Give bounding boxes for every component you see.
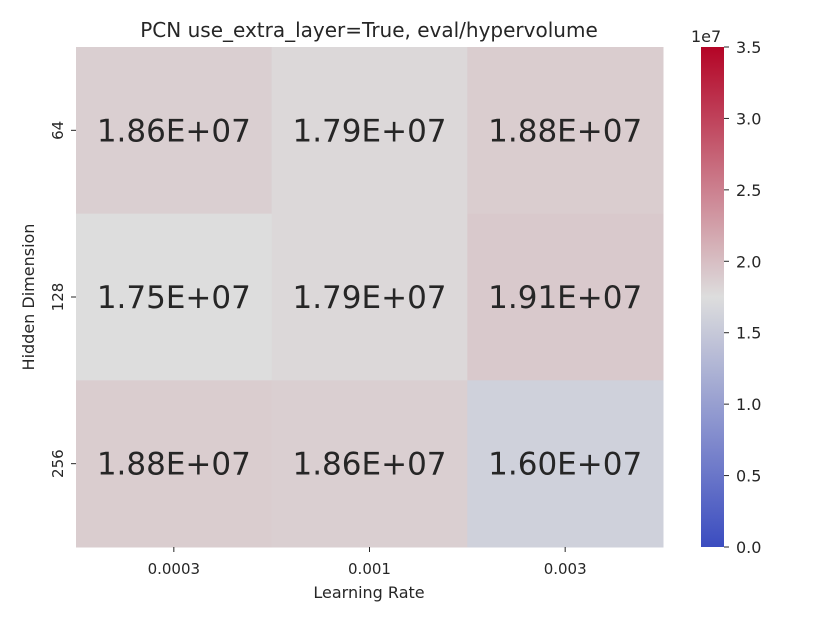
heatmap-cell: [76, 47, 273, 215]
x-tick-label: 0.001: [348, 560, 391, 578]
y-axis: 64 128 256: [49, 121, 76, 478]
cell-label: 1.88E+07: [488, 113, 642, 149]
x-tick-label: 0.003: [544, 560, 587, 578]
y-tick-label: 64: [49, 121, 67, 140]
heatmap-cell: [271, 47, 468, 215]
colorbar-gradient: [701, 47, 724, 547]
cell-label: 1.88E+07: [97, 447, 251, 483]
y-tick-label: 128: [49, 283, 67, 312]
heatmap-cell: [271, 213, 468, 381]
colorbar-multiplier: 1e7: [691, 27, 721, 46]
cell-label: 1.79E+07: [292, 113, 446, 149]
heatmap-cell: [76, 380, 273, 548]
x-axis: 0.0003 0.001 0.003: [148, 547, 587, 578]
colorbar-tick-label: 2.5: [736, 181, 761, 200]
cell-label: 1.91E+07: [488, 280, 642, 316]
colorbar-tick-label: 0.0: [736, 538, 761, 557]
colorbar-tick-label: 2.0: [736, 252, 761, 271]
heatmap-cell: [76, 213, 273, 381]
x-axis-label: Learning Rate: [313, 583, 424, 602]
heatmap-cell: [467, 213, 664, 381]
cell-label: 1.60E+07: [488, 447, 642, 483]
cell-label: 1.86E+07: [97, 113, 251, 149]
cell-label: 1.79E+07: [292, 280, 446, 316]
colorbar-tick-label: 3.5: [736, 38, 761, 57]
chart-title: PCN use_extra_layer=True, eval/hypervolu…: [140, 18, 598, 42]
cell-label: 1.86E+07: [292, 447, 446, 483]
colorbar: 0.0 0.5 1.0 1.5 2.0 2.5 3.0 3.5 1e7: [691, 27, 761, 557]
colorbar-tick-label: 1.5: [736, 324, 761, 343]
x-tick-label: 0.0003: [148, 560, 201, 578]
heatmap-cell: [271, 380, 468, 548]
colorbar-tick-label: 3.0: [736, 109, 761, 128]
y-tick-label: 256: [49, 449, 67, 478]
heatmap-cells: 1.86E+07 1.79E+07 1.88E+07 1.75E+07 1.79E+07…: [76, 47, 664, 548]
y-axis-label: Hidden Dimension: [19, 224, 38, 371]
heatmap-cell: [467, 380, 664, 548]
cell-label: 1.75E+07: [97, 280, 251, 316]
heatmap-cell: [467, 47, 664, 215]
colorbar-tick-label: 0.5: [736, 467, 761, 486]
colorbar-tick-label: 1.0: [736, 395, 761, 414]
